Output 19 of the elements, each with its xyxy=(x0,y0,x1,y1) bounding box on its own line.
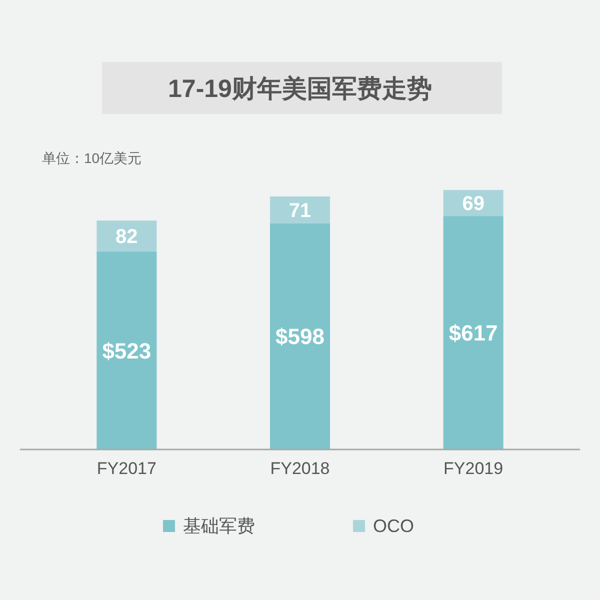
x-tick-label: FY2019 xyxy=(444,459,504,478)
legend-label: OCO xyxy=(373,516,414,536)
data-label: $617 xyxy=(448,320,498,346)
bar xyxy=(443,216,504,449)
x-tick-label: FY2017 xyxy=(96,459,156,478)
chart-title: 17-19财年美国军费走势 xyxy=(168,75,432,103)
legend-label: 基础军费 xyxy=(183,516,255,536)
bar xyxy=(96,220,157,252)
bar xyxy=(270,223,330,449)
data-label: $523 xyxy=(102,338,152,364)
data-label: 82 xyxy=(116,226,138,248)
bar xyxy=(270,196,330,224)
bar xyxy=(96,252,157,449)
title: 17-19财年美国军费走势 xyxy=(102,62,502,114)
data-label: 71 xyxy=(288,200,312,222)
data-label: 69 xyxy=(462,193,484,216)
text: 单位：10亿美元 xyxy=(42,150,142,166)
data-label: $598 xyxy=(276,324,324,350)
x-tick-label: FY2018 xyxy=(270,459,330,478)
